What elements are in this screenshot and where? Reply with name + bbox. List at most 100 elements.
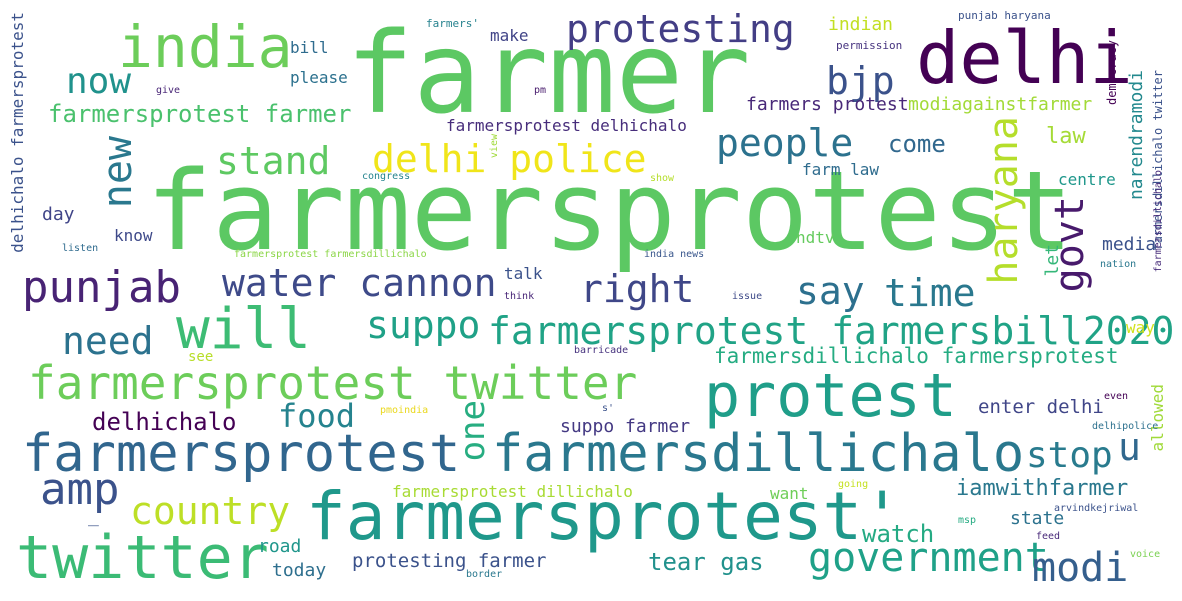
word-delhi-police: delhi police <box>372 137 647 181</box>
word-road: road <box>258 536 302 557</box>
word-farmersprotest-twitter: farmersprotest twitter <box>28 356 638 410</box>
word-listen: listen <box>62 243 99 254</box>
word-farmersprotest-quote: farmersprotest' <box>306 478 903 555</box>
word-farmersprotest-dillichalo: farmersprotest dillichalo <box>392 482 633 501</box>
word-farmers-protest: farmers protest <box>746 94 909 115</box>
word-farmersdillichalo: farmersdillichalo <box>492 424 1025 484</box>
word-ndtv: ndtv <box>796 228 835 247</box>
word-arvindkejriwal: arvindkejriwal <box>1054 503 1139 514</box>
word-pmoindia: pmoindia <box>380 405 429 416</box>
word-water-cannon: water cannon <box>222 261 497 305</box>
word-protesting-farmer: protesting farmer <box>352 550 547 572</box>
word-now: now <box>66 61 132 102</box>
word-make: make <box>490 26 529 45</box>
word-farmer: farmer <box>346 9 751 139</box>
word-farmersdillichalo-farmersprotest: farmersdillichalo farmersprotest <box>714 344 1119 368</box>
word-new: new <box>95 136 141 209</box>
word-protesting: protesting <box>566 7 795 51</box>
word-barricade: barricade <box>574 345 629 356</box>
word-bill: bill <box>290 38 329 57</box>
word-issue: issue <box>732 291 763 302</box>
word-pm: pm <box>534 85 547 96</box>
word-delhichalo-farmersprotest: delhichalo farmersprotest <box>8 12 27 253</box>
word-food: food <box>278 397 356 435</box>
word-farmers-apostrophe: farmers' <box>426 17 479 30</box>
word-indian: indian <box>828 14 894 35</box>
word-u: u <box>1118 425 1141 469</box>
word-india-news: india news <box>644 249 705 260</box>
word-will: will <box>176 297 311 362</box>
word-s-apostrophe: s' <box>602 403 615 414</box>
word-country: country <box>130 489 291 533</box>
word-protest: protest <box>704 361 957 431</box>
word-feed: feed <box>1036 531 1061 542</box>
word-need: need <box>62 319 154 363</box>
word-farmersprotest-farmersbill2020: farmersprotest farmersbill2020 <box>488 309 1175 353</box>
word-twitter: twitter <box>16 523 269 593</box>
word-suppo: suppo <box>366 303 481 347</box>
word-allowed: allowed <box>1148 384 1167 452</box>
word-please: please <box>290 68 348 87</box>
word-time: time <box>884 271 976 315</box>
word-say: say <box>796 269 865 313</box>
word-view: view <box>489 134 500 159</box>
word-tear-gas: tear gas <box>648 548 764 576</box>
word-delhipolice: delhipolice <box>1092 421 1159 432</box>
word-suppo-farmer: suppo farmer <box>560 416 691 437</box>
word-punjab-haryana: punjab haryana <box>958 9 1051 22</box>
word-see: see <box>188 349 214 365</box>
word-haryana: haryana <box>981 116 1027 285</box>
word-congress: congress <box>362 171 411 182</box>
word-voice: voice <box>1130 549 1161 560</box>
word-delhi: delhi <box>916 16 1133 100</box>
word-government: government <box>808 535 1049 581</box>
word-msp: msp <box>958 515 977 526</box>
word-farmersprotest-farmer: farmersprotest farmer <box>48 100 352 128</box>
word-bjp: bjp <box>826 59 895 103</box>
word-way: way <box>1126 318 1155 337</box>
word-right: right <box>580 267 695 311</box>
word-narendramodi: narendramodi <box>1126 70 1147 201</box>
word-nation: nation <box>1100 259 1137 270</box>
word-stop: stop <box>1026 435 1113 476</box>
word-amp: amp <box>40 464 120 515</box>
word-border: border <box>466 569 503 580</box>
word-permission: permission <box>836 39 903 52</box>
word-going: going <box>838 479 869 490</box>
word-modi: modi <box>1032 545 1129 591</box>
word-india: india <box>118 13 293 81</box>
word-think: think <box>504 291 535 302</box>
word-law: law <box>1046 124 1086 149</box>
word-even: even <box>1104 391 1129 402</box>
word-democracy: democracy <box>1105 40 1119 106</box>
word-farmersprotest-2: farmersprotest <box>22 424 461 484</box>
word-enter-delhi: enter delhi <box>978 396 1104 418</box>
word-farmersprotest-farmersdillichalo: farmersprotest farmersdillichalo <box>234 249 427 260</box>
word-iamwithfarmer: iamwithfarmer <box>956 476 1129 501</box>
word-farmersprotest: farmersprotest <box>146 147 1074 275</box>
word-delhichalo: delhichalo <box>92 408 237 436</box>
word-farmersprotest-delhichalo: farmersprotest delhichalo <box>446 116 687 135</box>
word-modiagainstfarmer: modiagainstfarmer <box>908 94 1093 115</box>
word-one: one <box>453 400 493 462</box>
word-show: show <box>650 173 675 184</box>
word-centre: centre <box>1058 170 1116 189</box>
word-farmersdillichalo-small: farmersdillichalo <box>1153 170 1164 273</box>
word-punjab: punjab <box>22 262 181 313</box>
word-let: let <box>1042 244 1063 277</box>
word-media: media <box>1102 234 1157 255</box>
word-talk: talk <box>504 264 543 283</box>
word-stand: stand <box>216 139 331 183</box>
word-today: today <box>272 560 327 581</box>
word-know: know <box>114 226 153 245</box>
word-want: want <box>770 484 809 503</box>
word-day: day <box>42 204 75 225</box>
word-state: state <box>1010 508 1065 529</box>
word-underscore: _ <box>88 506 99 527</box>
word-watch: watch <box>862 520 935 548</box>
word-people: people <box>716 121 854 165</box>
word-farm-law: farm law <box>802 160 880 179</box>
word-come: come <box>888 130 946 158</box>
word-give: give <box>156 85 181 96</box>
